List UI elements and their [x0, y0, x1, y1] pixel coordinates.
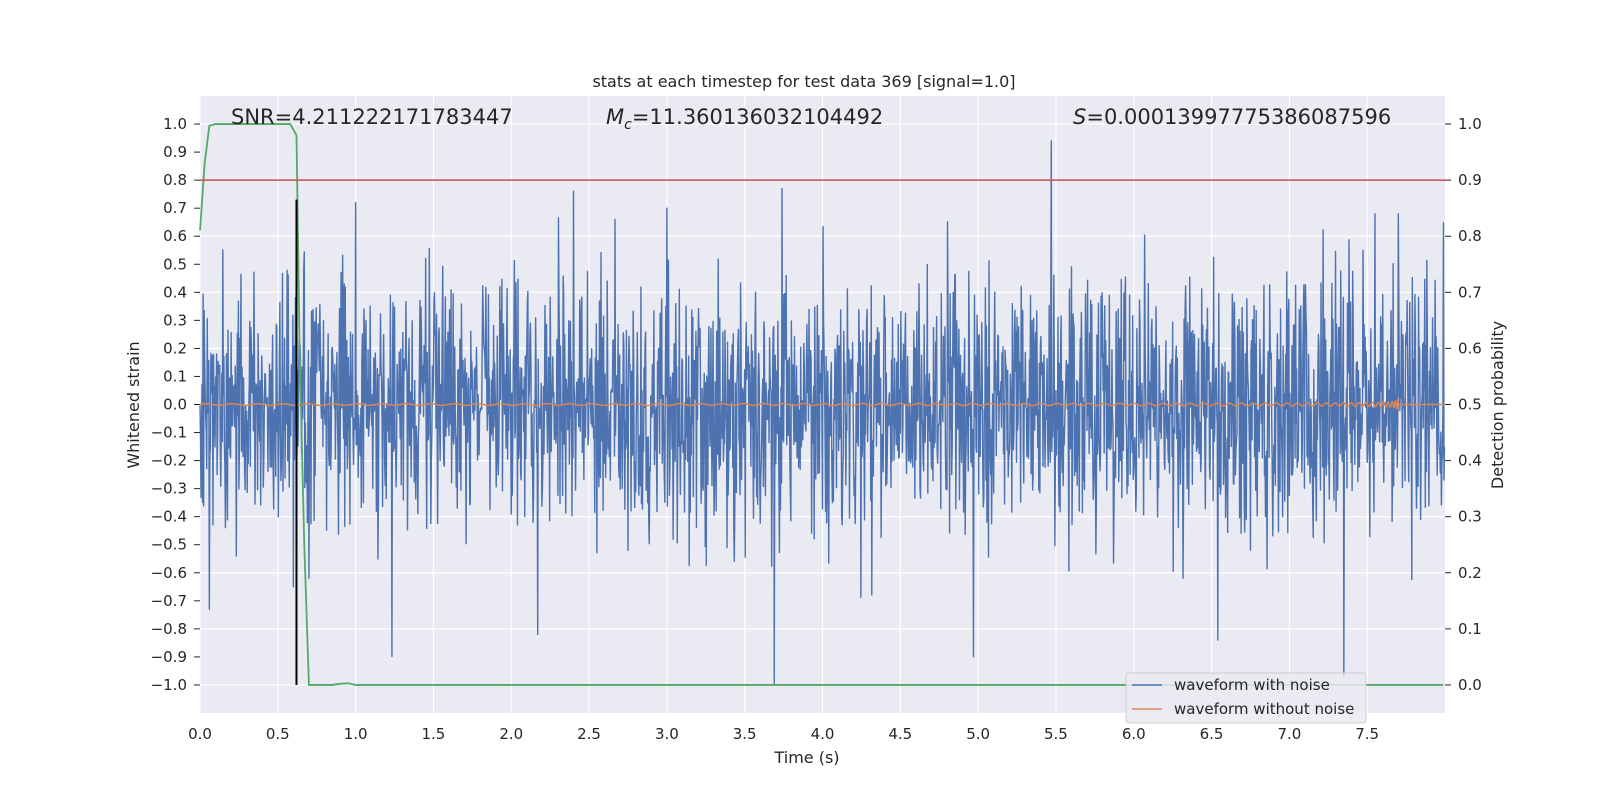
series-layer: [199, 123, 1446, 686]
y-tick-label: −0.1: [151, 424, 187, 442]
x-tick-label: 4.5: [888, 725, 912, 743]
x-tick-label: 7.0: [1277, 725, 1301, 743]
legend: waveform with noise waveform without noi…: [1125, 672, 1367, 724]
y-tick-label: −0.5: [151, 536, 187, 554]
x-tick-label: 0.5: [266, 725, 290, 743]
y2-tick-label: 0.7: [1458, 283, 1482, 301]
y-tick-label: −0.3: [151, 480, 187, 498]
x-tick-label: 5.0: [966, 725, 990, 743]
legend-label-noise: waveform with noise: [1174, 676, 1330, 694]
x-tick-label: 6.0: [1122, 725, 1146, 743]
x-tick-label: 2.5: [577, 725, 601, 743]
y-tick-label: 0.4: [163, 283, 187, 301]
y-tick-label: 0.8: [163, 171, 187, 189]
series-waveform-without-noise: [199, 398, 1445, 410]
y-tick-label: −0.2: [151, 452, 187, 470]
x-tick-label: 7.5: [1355, 725, 1379, 743]
y2-tick-label: 0.8: [1458, 227, 1482, 245]
series-detection-probability: [199, 123, 1444, 686]
y2-tick-label: 1.0: [1458, 115, 1482, 133]
y-tick-label: 0.1: [163, 367, 187, 385]
x-tick-label: 3.0: [655, 725, 679, 743]
chirp-mass-symbol: M: [606, 105, 624, 129]
y-tick-label: 1.0: [163, 115, 187, 133]
legend-label-clean: waveform without noise: [1174, 700, 1354, 718]
y-tick-label: 0.5: [163, 255, 187, 273]
y-axis-ticks: 1.0 0.9 0.8 0.7 0.6 0.5 0.4 0.3 0.2 0.1 0.0 −0.1 −0.…: [151, 115, 200, 694]
y-tick-label: −0.4: [151, 508, 187, 526]
legend-box: [1125, 672, 1367, 724]
y-tick-label: 0.0: [163, 396, 187, 414]
chirp-mass-value: =11.360136032104492: [632, 105, 883, 129]
y-axis-label: Whitened strain: [124, 341, 143, 468]
chirp-mass-annotation: Mc=11.360136032104492: [606, 105, 883, 133]
x-axis-label: Time (s): [773, 748, 839, 767]
x-tick-label: 1.5: [422, 725, 446, 743]
y2-axis-label: Detection probability: [1488, 321, 1507, 489]
y-tick-label: −0.7: [151, 592, 187, 610]
y-tick-label: 0.2: [163, 339, 187, 357]
x-tick-label: 4.0: [811, 725, 835, 743]
y-tick-label: −0.6: [151, 564, 187, 582]
y-tick-label: 0.9: [163, 143, 187, 161]
y-tick-label: 0.3: [163, 311, 187, 329]
y2-tick-label: 0.6: [1458, 339, 1482, 357]
snr-annotation: SNR=4.211222171783447: [231, 105, 513, 129]
series-waveform-with-noise: [199, 140, 1446, 686]
y2-axis-ticks: 1.0 0.9 0.8 0.7 0.6 0.5 0.4 0.3 0.2 0.1 0.0: [1445, 115, 1482, 694]
x-tick-label: 6.5: [1200, 725, 1224, 743]
s-symbol: S: [1073, 105, 1086, 129]
s-annotation: S=0.00013997775386087596: [1073, 105, 1391, 129]
chirp-mass-subscript: c: [624, 117, 632, 133]
y-tick-label: 0.7: [163, 199, 187, 217]
y2-tick-label: 0.4: [1458, 452, 1482, 470]
x-tick-label: 2.0: [499, 725, 523, 743]
y-tick-label: −0.8: [151, 620, 187, 638]
x-tick-label: 5.5: [1044, 725, 1068, 743]
y2-tick-label: 0.9: [1458, 171, 1482, 189]
x-tick-label: 1.0: [344, 725, 368, 743]
chart-title: stats at each timestep for test data 369…: [592, 72, 1015, 91]
y2-tick-label: 0.0: [1458, 676, 1482, 694]
x-tick-label: 3.5: [733, 725, 757, 743]
s-value: =0.00013997775386087596: [1086, 105, 1391, 129]
x-tick-label: 0.0: [188, 725, 212, 743]
x-axis-ticks: 0.0 0.5 1.0 1.5 2.0 2.5 3.0 3.5 4.0 4.5 5.0 5.5 6.0 6…: [188, 725, 1379, 743]
y-tick-label: 0.6: [163, 227, 187, 245]
y-tick-label: −0.9: [151, 648, 187, 666]
y2-tick-label: 0.5: [1458, 396, 1482, 414]
y2-tick-label: 0.1: [1458, 620, 1482, 638]
y-tick-label: −1.0: [151, 676, 187, 694]
y2-tick-label: 0.2: [1458, 564, 1482, 582]
y2-tick-label: 0.3: [1458, 508, 1482, 526]
